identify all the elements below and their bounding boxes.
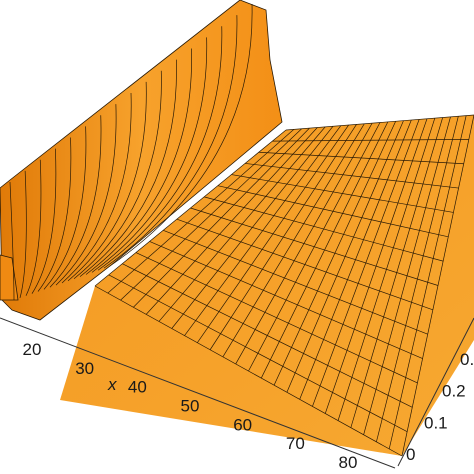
mesh-line xyxy=(61,92,132,284)
mesh-line xyxy=(135,252,418,384)
mesh-line xyxy=(245,163,459,189)
mesh-line xyxy=(73,70,162,280)
x-axis-label: x xyxy=(107,375,117,394)
mesh-line xyxy=(149,241,423,359)
mesh-line xyxy=(55,104,117,286)
mesh-line xyxy=(85,48,192,275)
surface-plateau xyxy=(60,115,474,456)
surface-left-foot xyxy=(0,254,19,301)
mesh-line xyxy=(37,137,72,292)
mesh-line xyxy=(67,81,147,282)
y-tick-label: 0 xyxy=(406,445,415,464)
mesh-line xyxy=(31,148,57,294)
y-axis-ticks: 0 0.1 0.2 0.3 xyxy=(406,350,474,464)
x-tick-label: 60 xyxy=(233,415,252,434)
surface-peak-front xyxy=(0,0,283,321)
y-tick-label: 0.1 xyxy=(424,413,448,432)
mesh-line xyxy=(43,126,87,290)
surface-mesh xyxy=(9,3,474,457)
y-tick-label: 0.3 xyxy=(460,350,474,369)
mesh-line xyxy=(231,174,454,213)
mesh-line xyxy=(122,263,413,408)
mesh-line xyxy=(272,139,469,142)
mesh-line xyxy=(91,37,208,273)
x-axis-ticks: 20 30 40 50 60 70 80 xyxy=(23,340,358,472)
mesh-line xyxy=(190,207,439,286)
mesh-line xyxy=(217,185,449,238)
mesh-line xyxy=(109,3,253,267)
mesh-line xyxy=(176,218,433,311)
x-tick-label: 30 xyxy=(75,359,94,378)
x-tick-label: 50 xyxy=(181,397,200,416)
x-tick-label: 40 xyxy=(128,378,147,397)
mesh-line xyxy=(108,274,408,432)
mesh-line xyxy=(97,26,223,271)
x-axis-line xyxy=(0,317,396,469)
y-axis-line xyxy=(397,317,474,467)
mesh-line xyxy=(204,196,444,262)
mesh-line xyxy=(103,15,238,269)
mesh-line xyxy=(94,285,403,457)
mesh-line xyxy=(25,159,42,296)
mesh-line xyxy=(19,170,27,298)
mesh-line xyxy=(258,151,464,165)
mesh-line xyxy=(285,114,474,131)
x-tick-label: 80 xyxy=(339,453,358,472)
y-tick-label: 0.2 xyxy=(442,382,466,401)
mesh-line xyxy=(79,59,177,277)
x-tick-label: 20 xyxy=(23,340,42,359)
mesh-line xyxy=(163,229,428,335)
x-tick-label: 70 xyxy=(286,434,305,453)
mesh-line xyxy=(49,115,102,288)
mesh-line xyxy=(9,181,15,301)
